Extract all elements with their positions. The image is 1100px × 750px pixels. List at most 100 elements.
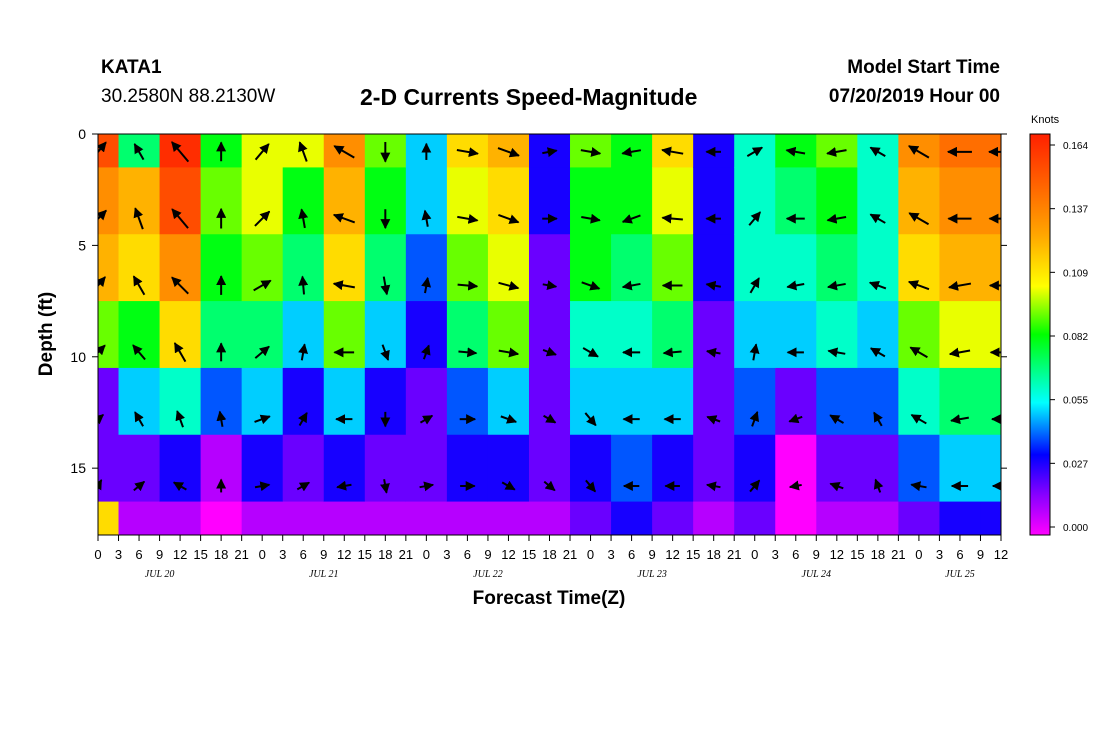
current-vector [873, 478, 884, 493]
heatmap-cell [487, 167, 530, 235]
x-tick-label: 0 [587, 547, 594, 562]
current-vector [254, 414, 271, 425]
heatmap-cell [980, 434, 1001, 503]
current-vector [868, 280, 887, 291]
current-vector [98, 276, 106, 288]
heatmap-cell [693, 367, 735, 436]
heatmap-cell [775, 501, 817, 535]
x-tick-label: 6 [792, 547, 799, 562]
heatmap-cell [487, 501, 530, 535]
x-tick-label: 0 [94, 547, 101, 562]
current-vector [98, 344, 106, 356]
current-vector [826, 280, 846, 291]
current-vector [749, 479, 761, 493]
colorbar-tick-label: 0.027 [1063, 459, 1088, 470]
current-vector [421, 276, 432, 294]
x-tick-label: 12 [173, 547, 187, 562]
current-vector [134, 411, 144, 427]
heatmap-cell [898, 234, 940, 302]
current-vector [542, 346, 557, 357]
chart-title: 2-D Currents Speed-Magnitude [360, 84, 698, 110]
colorbar-gradient [1029, 133, 1051, 536]
current-vector [621, 214, 641, 224]
y-tick-label: 5 [78, 237, 86, 253]
colorbar-tick-label: 0.137 [1063, 205, 1088, 216]
heatmap-cell [939, 167, 981, 235]
heatmap-cell [159, 301, 202, 369]
heatmap-cell [816, 501, 858, 535]
current-vector [298, 275, 309, 295]
current-vector [133, 207, 144, 230]
x-tick-label: 3 [607, 547, 614, 562]
current-vector [705, 481, 721, 492]
x-axis-label: Forecast Time(Z) [473, 588, 626, 609]
current-vector [826, 213, 847, 224]
heatmap-cell [570, 367, 612, 436]
x-tick-label: 15 [193, 547, 207, 562]
current-vector [869, 213, 886, 224]
current-vector [498, 214, 520, 224]
current-vector [171, 276, 189, 295]
current-vector [580, 147, 602, 157]
current-vector [621, 146, 642, 157]
current-vector [827, 347, 846, 358]
heatmap-cell [652, 367, 694, 436]
heatmap-cell [98, 301, 120, 369]
heatmap-cell [980, 234, 1001, 302]
heatmap-cell [405, 501, 448, 535]
current-vector [133, 143, 145, 161]
heatmap-cell [980, 167, 1001, 235]
x-tick-label: 9 [320, 547, 327, 562]
heatmap-cell [118, 434, 161, 503]
heatmap-cell [611, 367, 653, 436]
heatmap-cell [487, 367, 530, 436]
heatmap-cell [98, 134, 120, 168]
heatmap-cell [652, 434, 694, 503]
heatmap-cell [816, 301, 858, 369]
heatmap-cell [652, 501, 694, 535]
current-vector [826, 147, 847, 157]
x-tick-label: 3 [443, 547, 450, 562]
current-vector [458, 347, 478, 358]
heatmap-cell [734, 167, 776, 235]
heatmap-cell [323, 301, 366, 369]
current-vector [254, 481, 271, 492]
x-tick-label: 12 [501, 547, 515, 562]
current-vector [457, 280, 479, 291]
heatmap-cell [98, 367, 120, 436]
current-vector [785, 146, 806, 157]
heatmap-cell [118, 501, 161, 535]
heatmap-cell [611, 434, 653, 503]
current-vector [950, 414, 969, 425]
heatmap-cell [98, 434, 120, 503]
current-vector [543, 480, 556, 492]
x-tick-label: 18 [378, 547, 392, 562]
heatmap-cell [446, 367, 489, 436]
heatmap-cell [857, 167, 899, 235]
heatmap-cell [693, 167, 735, 235]
heatmap-cell [898, 301, 940, 369]
heatmap-cell [159, 167, 202, 235]
heatmap-cell [159, 367, 202, 436]
current-vector [661, 213, 683, 224]
heatmap-cell [446, 434, 489, 503]
heatmap-cell [775, 367, 817, 436]
x-date-label: JUL 25 [945, 569, 975, 580]
heatmap-cell [898, 167, 940, 235]
heatmap-cell [857, 234, 899, 302]
heatmap-cell [857, 367, 899, 436]
heatmap-cell [323, 234, 366, 302]
current-vector [98, 209, 107, 221]
current-vector [419, 481, 435, 492]
heatmap-cell [611, 301, 653, 369]
current-vector [907, 280, 930, 291]
heatmap-cell [816, 434, 858, 503]
heatmap-cell [282, 301, 325, 369]
heatmap-cell [611, 167, 653, 235]
colorbar-tick-label: 0.055 [1063, 396, 1088, 407]
current-vector [910, 414, 927, 425]
current-vector [908, 145, 930, 159]
x-tick-label: 21 [399, 547, 413, 562]
x-tick-label: 9 [977, 547, 984, 562]
x-tick-label: 9 [484, 547, 491, 562]
